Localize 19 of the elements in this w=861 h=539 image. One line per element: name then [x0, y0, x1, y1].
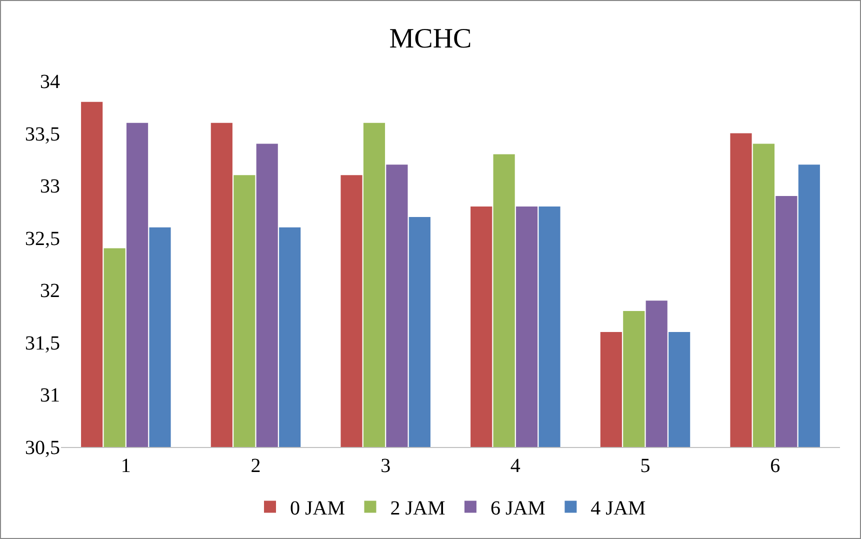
x-tick-label: 4 — [510, 455, 520, 477]
legend-label: 0 JAM — [290, 498, 346, 520]
y-tick-label: 33,5 — [25, 123, 60, 146]
legend-label: 6 JAM — [490, 498, 546, 520]
y-tick-label: 32 — [40, 280, 60, 302]
y-tick-label: 32,5 — [25, 228, 60, 250]
x-tick-label: 1 — [120, 455, 131, 477]
x-tick-label: 5 — [640, 455, 650, 477]
y-tick-label: 33 — [40, 176, 60, 198]
y-tick-label: 34 — [40, 71, 60, 93]
y-tick-label: 31 — [40, 384, 60, 407]
y-tick-label: 30,5 — [25, 437, 60, 459]
x-tick-label: 2 — [250, 455, 261, 477]
x-tick-label: 3 — [380, 455, 391, 477]
x-tick-label: 6 — [770, 455, 780, 477]
legend-label: 4 JAM — [590, 498, 646, 520]
legend-label: 2 JAM — [390, 498, 446, 520]
y-tick-label: 31,5 — [25, 332, 60, 354]
chart-title: MCHC — [389, 23, 472, 54]
